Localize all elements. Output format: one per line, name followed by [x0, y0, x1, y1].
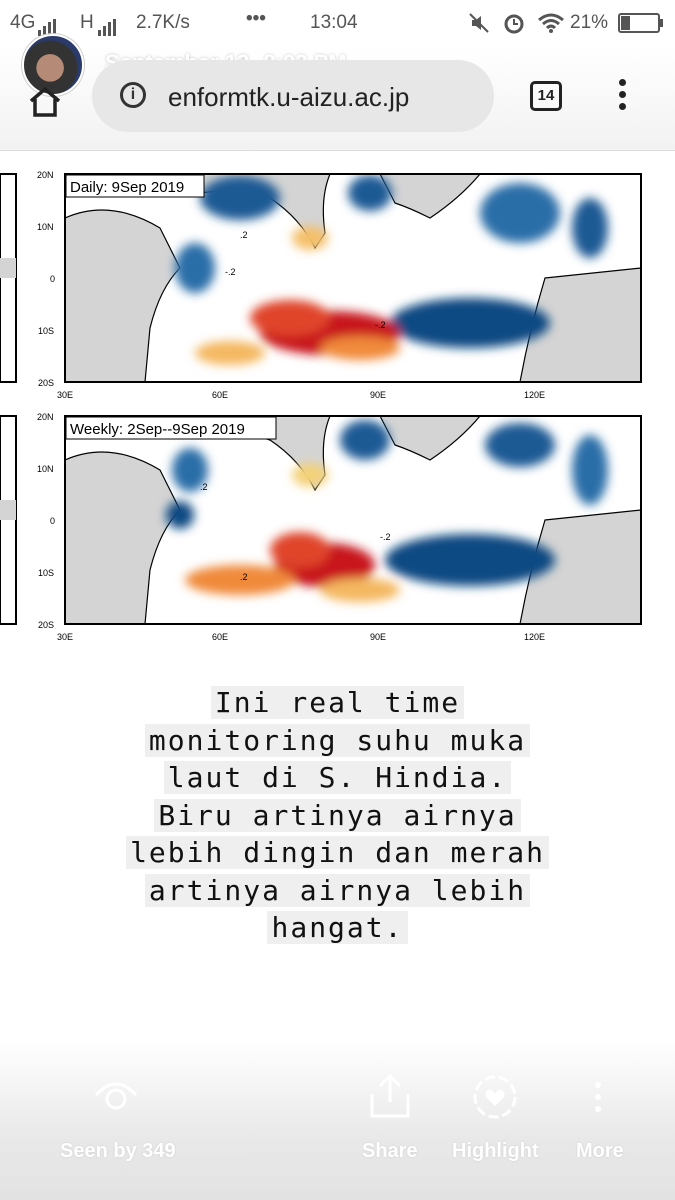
contour-label: -.2	[375, 320, 386, 330]
eye-icon[interactable]	[92, 1077, 140, 1118]
share-icon[interactable]	[368, 1072, 412, 1125]
signal-icon-2	[98, 14, 118, 36]
caption-line: hangat.	[267, 911, 408, 944]
mute-icon	[468, 12, 490, 40]
caption-line: lebih dingin dan merah	[126, 836, 549, 869]
highlight-icon[interactable]	[472, 1074, 518, 1125]
share-button[interactable]: Share	[362, 1140, 418, 1162]
caption-line: Biru artinya airnya	[154, 798, 521, 832]
lat-tick: 20N	[37, 412, 54, 422]
more-icon[interactable]	[592, 1080, 604, 1121]
battery-level: 21%	[570, 12, 609, 33]
network-speed: 2.7K/s	[136, 12, 190, 33]
caption-line: artinya airnya lebih	[144, 873, 531, 907]
network-type: 4G	[10, 12, 36, 33]
lat-tick: 20S	[38, 378, 54, 388]
highlight-button[interactable]: Highlight	[452, 1140, 539, 1162]
lat-tick: 10N	[37, 464, 54, 474]
avatar[interactable]	[22, 34, 84, 96]
browser-toolbar: September 13 8:03 PM i enformtk.u-aizu.a…	[0, 34, 675, 151]
home-icon[interactable]	[28, 86, 62, 118]
tab-switcher-button[interactable]: 14	[530, 81, 562, 111]
lon-tick: 90E	[370, 390, 386, 398]
contour-label: .2	[200, 482, 208, 492]
overflow-menu-icon[interactable]	[612, 79, 632, 115]
caption-line: laut di S. Hindia.	[163, 761, 512, 794]
lon-tick: 60E	[212, 390, 228, 398]
contour-label: -.2	[380, 532, 391, 542]
clock: 13:04	[310, 12, 358, 33]
contour-label: -.2	[225, 267, 236, 277]
lat-tick: 0	[50, 274, 55, 284]
more-button[interactable]: More	[576, 1140, 624, 1162]
wifi-icon	[538, 12, 564, 40]
map-title: Daily: 9Sep 2019	[70, 179, 184, 196]
sst-map-weekly: Weekly: 2Sep--9Sep 2019 20N 10N 0 10S 20…	[0, 412, 642, 640]
contour-label: .2	[240, 230, 248, 240]
sst-map-daily: Daily: 9Sep 2019 20N 10N 0 10S 20S 30E 6…	[0, 170, 642, 398]
lon-tick: 30E	[57, 632, 73, 640]
lat-tick: 20S	[38, 620, 54, 630]
seen-by-count[interactable]: Seen by 349	[60, 1140, 176, 1162]
lon-tick: 60E	[212, 632, 228, 640]
caption-line: Ini real time	[210, 686, 465, 719]
alarm-icon	[503, 12, 525, 40]
battery-icon	[618, 13, 664, 39]
lon-tick: 120E	[524, 390, 545, 398]
map-title: Weekly: 2Sep--9Sep 2019	[70, 421, 245, 438]
lat-tick: 10S	[38, 568, 54, 578]
address-bar[interactable]: i enformtk.u-aizu.ac.jp	[92, 60, 494, 132]
caption-line: monitoring suhu muka	[144, 723, 531, 757]
status-bar: 4G H 2.7K/s ••• 13:04 21%	[0, 0, 675, 46]
notification-dots: •••	[246, 8, 266, 29]
lat-tick: 10N	[37, 222, 54, 232]
contour-label: .2	[240, 572, 248, 582]
info-icon[interactable]: i	[120, 82, 146, 108]
lon-tick: 120E	[524, 632, 545, 640]
story-caption: Ini real time monitoring suhu muka laut …	[0, 684, 675, 947]
lat-tick: 10S	[38, 326, 54, 336]
signal-icon	[38, 14, 58, 36]
network-type-2: H	[80, 12, 94, 33]
lat-tick: 0	[50, 516, 55, 526]
lat-tick: 20N	[37, 170, 54, 180]
url-text[interactable]: enformtk.u-aizu.ac.jp	[168, 82, 410, 112]
bottom-bar	[0, 1040, 675, 1200]
lon-tick: 30E	[57, 390, 73, 398]
lon-tick: 90E	[370, 632, 386, 640]
